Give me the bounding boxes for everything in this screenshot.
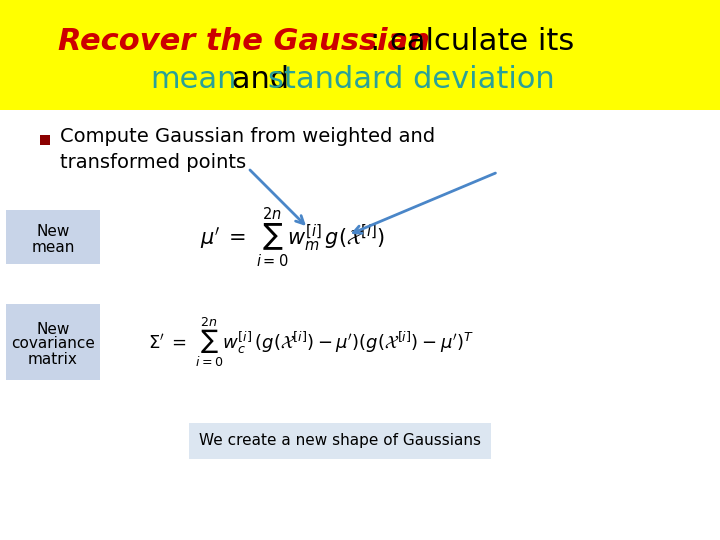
Text: $\Sigma' \;=\; \sum_{i=0}^{2n} w_c^{[i]}\, (g(\mathcal{X}^{[i]}) - \mu')(g(\math: $\Sigma' \;=\; \sum_{i=0}^{2n} w_c^{[i]}… [148, 315, 474, 369]
FancyBboxPatch shape [6, 304, 100, 380]
FancyBboxPatch shape [6, 210, 100, 264]
Text: matrix: matrix [28, 352, 78, 367]
Text: transformed points: transformed points [60, 152, 246, 172]
FancyBboxPatch shape [0, 0, 720, 110]
FancyBboxPatch shape [40, 135, 50, 145]
Text: New: New [36, 225, 70, 240]
Text: New: New [36, 322, 70, 338]
Text: Compute Gaussian from weighted and: Compute Gaussian from weighted and [60, 127, 435, 146]
Text: : calculate its: : calculate its [370, 28, 575, 57]
FancyBboxPatch shape [189, 423, 491, 459]
Text: Recover the Gaussian: Recover the Gaussian [58, 28, 430, 57]
Text: mean: mean [150, 65, 236, 94]
Text: mean: mean [31, 240, 75, 255]
Text: standard deviation: standard deviation [268, 65, 554, 94]
Text: We create a new shape of Gaussians: We create a new shape of Gaussians [199, 434, 481, 449]
Text: and: and [222, 65, 299, 94]
Text: covariance: covariance [11, 336, 95, 352]
Text: $\mu' \;=\; \sum_{i=0}^{2n} w_m^{[i]}\, g(\mathcal{X}^{[i]})$: $\mu' \;=\; \sum_{i=0}^{2n} w_m^{[i]}\, … [200, 207, 385, 269]
